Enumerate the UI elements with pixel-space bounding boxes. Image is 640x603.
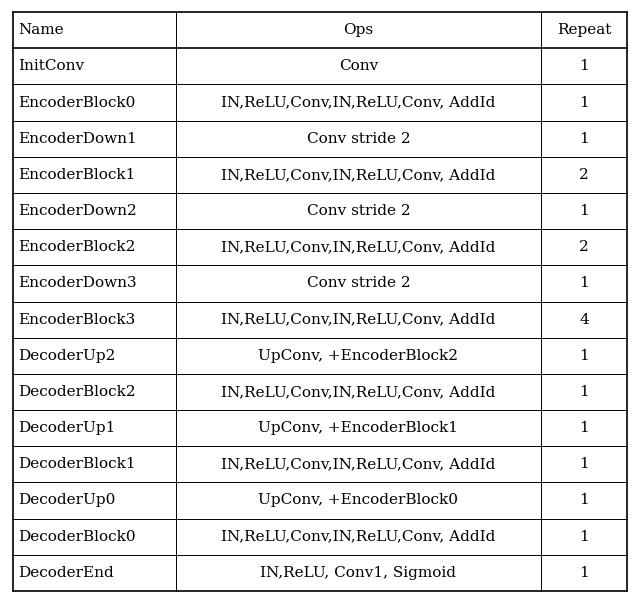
Text: 1: 1: [579, 204, 589, 218]
Text: Conv stride 2: Conv stride 2: [307, 204, 410, 218]
Text: InitConv: InitConv: [18, 59, 84, 74]
Text: DecoderUp1: DecoderUp1: [18, 421, 115, 435]
Text: 1: 1: [579, 276, 589, 291]
Text: IN,ReLU,Conv,IN,ReLU,Conv, AddId: IN,ReLU,Conv,IN,ReLU,Conv, AddId: [221, 240, 495, 254]
Text: IN,ReLU,Conv,IN,ReLU,Conv, AddId: IN,ReLU,Conv,IN,ReLU,Conv, AddId: [221, 312, 495, 327]
Text: 1: 1: [579, 493, 589, 508]
Text: Ops: Ops: [343, 23, 374, 37]
Text: 1: 1: [579, 349, 589, 363]
Text: UpConv, +EncoderBlock2: UpConv, +EncoderBlock2: [259, 349, 458, 363]
Text: EncoderBlock3: EncoderBlock3: [18, 312, 135, 327]
Text: EncoderDown3: EncoderDown3: [18, 276, 136, 291]
Text: 1: 1: [579, 131, 589, 146]
Text: DecoderBlock0: DecoderBlock0: [18, 529, 136, 544]
Text: Conv stride 2: Conv stride 2: [307, 276, 410, 291]
Text: 1: 1: [579, 95, 589, 110]
Text: IN,ReLU, Conv1, Sigmoid: IN,ReLU, Conv1, Sigmoid: [260, 566, 456, 580]
Text: 1: 1: [579, 59, 589, 74]
Text: EncoderDown2: EncoderDown2: [18, 204, 137, 218]
Text: DecoderBlock2: DecoderBlock2: [18, 385, 136, 399]
Text: DecoderUp2: DecoderUp2: [18, 349, 115, 363]
Text: 1: 1: [579, 385, 589, 399]
Text: IN,ReLU,Conv,IN,ReLU,Conv, AddId: IN,ReLU,Conv,IN,ReLU,Conv, AddId: [221, 529, 495, 544]
Text: Repeat: Repeat: [557, 23, 611, 37]
Text: 2: 2: [579, 240, 589, 254]
Text: EncoderBlock2: EncoderBlock2: [18, 240, 135, 254]
Text: 1: 1: [579, 421, 589, 435]
Text: UpConv, +EncoderBlock0: UpConv, +EncoderBlock0: [259, 493, 458, 508]
Text: 1: 1: [579, 457, 589, 472]
Text: 1: 1: [579, 529, 589, 544]
Text: EncoderBlock0: EncoderBlock0: [18, 95, 135, 110]
Text: EncoderDown1: EncoderDown1: [18, 131, 137, 146]
Text: 1: 1: [579, 566, 589, 580]
Text: DecoderEnd: DecoderEnd: [18, 566, 114, 580]
Text: DecoderUp0: DecoderUp0: [18, 493, 115, 508]
Text: IN,ReLU,Conv,IN,ReLU,Conv, AddId: IN,ReLU,Conv,IN,ReLU,Conv, AddId: [221, 168, 495, 182]
Text: 4: 4: [579, 312, 589, 327]
Text: Conv stride 2: Conv stride 2: [307, 131, 410, 146]
Text: IN,ReLU,Conv,IN,ReLU,Conv, AddId: IN,ReLU,Conv,IN,ReLU,Conv, AddId: [221, 457, 495, 472]
Text: Name: Name: [18, 23, 63, 37]
Text: EncoderBlock1: EncoderBlock1: [18, 168, 135, 182]
Text: 2: 2: [579, 168, 589, 182]
Text: Conv: Conv: [339, 59, 378, 74]
Text: IN,ReLU,Conv,IN,ReLU,Conv, AddId: IN,ReLU,Conv,IN,ReLU,Conv, AddId: [221, 385, 495, 399]
Text: DecoderBlock1: DecoderBlock1: [18, 457, 136, 472]
Text: UpConv, +EncoderBlock1: UpConv, +EncoderBlock1: [259, 421, 458, 435]
Text: IN,ReLU,Conv,IN,ReLU,Conv, AddId: IN,ReLU,Conv,IN,ReLU,Conv, AddId: [221, 95, 495, 110]
